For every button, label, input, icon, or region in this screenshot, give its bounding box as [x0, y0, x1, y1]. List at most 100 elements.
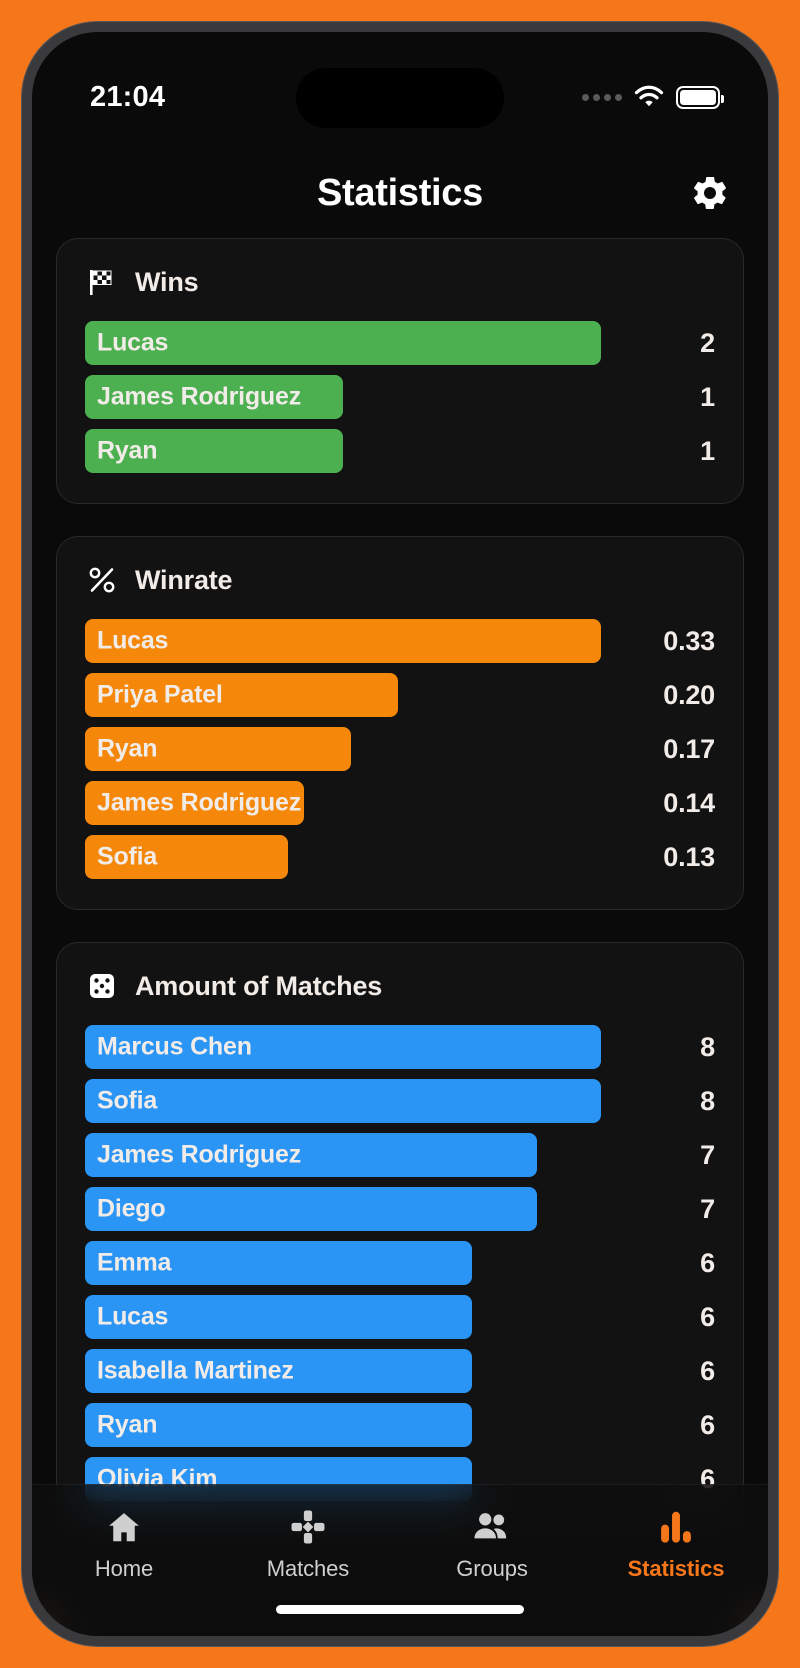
stat-row-name: James Rodriguez: [97, 788, 302, 817]
stat-row-name: Emma: [97, 1248, 172, 1277]
stat-row: James Rodriguez 7: [85, 1133, 715, 1177]
tab-statistics-label: Statistics: [627, 1556, 725, 1581]
stat-row: Lucas 0.33: [85, 619, 715, 663]
tab-groups-label: Groups: [456, 1556, 528, 1581]
stat-row-name: Marcus Chen: [97, 1032, 252, 1061]
stat-row: Ryan 6: [85, 1403, 715, 1447]
tab-groups[interactable]: Groups: [400, 1501, 584, 1636]
card-amount-of-matches-title: Amount of Matches: [135, 970, 383, 1001]
stat-bar-track: Isabella Martinez: [85, 1349, 601, 1393]
dice-icon: [85, 969, 119, 1003]
tab-home-label: Home: [94, 1556, 154, 1581]
stat-row-value: 2: [700, 327, 715, 358]
stat-bar-track: Marcus Chen: [85, 1025, 601, 1069]
stat-row: Ryan 1: [85, 429, 715, 473]
navigation-bar: Statistics: [32, 150, 768, 236]
card-wins-title: Wins: [135, 266, 199, 297]
stat-bar: [85, 727, 351, 771]
stat-row-value: 0.17: [663, 733, 715, 764]
card-wins: Wins Lucas 2 James Rodriguez 1 Ryan 1: [56, 238, 744, 504]
stat-bar-track: James Rodriguez: [85, 375, 601, 419]
stat-bar-track: James Rodriguez: [85, 781, 601, 825]
stat-bar-track: Ryan: [85, 727, 601, 771]
stat-row-value: 0.33: [663, 625, 715, 656]
stat-bar: [85, 1025, 601, 1069]
stat-bar: [85, 1403, 472, 1447]
stat-row: Marcus Chen 8: [85, 1025, 715, 1069]
tab-home[interactable]: Home: [32, 1501, 216, 1636]
signal-dots-icon: [582, 93, 622, 101]
page-title: Statistics: [317, 171, 483, 214]
amount-of-matches-rows: Marcus Chen 8 Sofia 8 James Rodriguez 7 Diego 7…: [85, 1025, 715, 1501]
stat-bar-track: Sofia: [85, 835, 601, 879]
stat-row-name: Diego: [97, 1194, 166, 1223]
stat-row: Sofia 0.13: [85, 835, 715, 879]
stat-row-name: James Rodriguez: [97, 1140, 302, 1169]
status-indicators: [582, 85, 724, 109]
stat-row-value: 6: [700, 1409, 715, 1440]
stat-bar: [85, 429, 343, 473]
stat-bar: [85, 1349, 472, 1393]
stat-row-value: 8: [700, 1031, 715, 1062]
wins-rows: Lucas 2 James Rodriguez 1 Ryan 1: [85, 321, 715, 473]
percent-icon: [85, 563, 119, 597]
stat-bar: [85, 1079, 601, 1123]
stat-row: Ryan 0.17: [85, 727, 715, 771]
stat-bar-track: Ryan: [85, 429, 601, 473]
stat-row-value: 6: [700, 1355, 715, 1386]
stat-row: James Rodriguez 1: [85, 375, 715, 419]
dpad-icon: [289, 1507, 327, 1547]
statistics-scroll-area[interactable]: Wins Lucas 2 James Rodriguez 1 Ryan 1: [32, 238, 768, 1636]
tab-statistics[interactable]: Statistics: [584, 1501, 768, 1636]
card-winrate-title: Winrate: [135, 564, 233, 595]
stat-bar: [85, 1295, 472, 1339]
winrate-rows: Lucas 0.33 Priya Patel 0.20 Ryan 0.17 James Ro…: [85, 619, 715, 879]
stat-bar: [85, 1187, 537, 1231]
stat-row-value: 6: [700, 1301, 715, 1332]
phone-screen: 21:04 Statistics: [32, 32, 768, 1636]
stat-row-value: 0.14: [663, 787, 715, 818]
status-time: 21:04: [90, 80, 166, 113]
dynamic-island: [296, 68, 504, 128]
stat-row: Isabella Martinez 6: [85, 1349, 715, 1393]
stat-bar-track: Ryan: [85, 1403, 601, 1447]
stat-row-value: 1: [700, 435, 715, 466]
checkered-flag-icon: [85, 265, 119, 299]
stat-bar: [85, 321, 601, 365]
card-winrate: Winrate Lucas 0.33 Priya Patel 0.20 Ryan 0.17…: [56, 536, 744, 910]
stat-bar-track: Sofia: [85, 1079, 601, 1123]
stat-bar-track: Emma: [85, 1241, 601, 1285]
battery-icon: [676, 85, 724, 109]
stat-bar: [85, 375, 343, 419]
stat-row-value: 7: [700, 1139, 715, 1170]
stat-row-name: Sofia: [97, 1086, 158, 1115]
wifi-icon: [634, 85, 664, 109]
stat-row-name: Lucas: [97, 1302, 169, 1331]
stat-bar: [85, 619, 601, 663]
stat-row-name: Ryan: [97, 1410, 158, 1439]
stat-row-value: 0.20: [663, 679, 715, 710]
stat-bar: [85, 835, 289, 879]
tab-matches[interactable]: Matches: [216, 1501, 400, 1636]
stat-bar: [85, 673, 398, 717]
stat-bar-track: Diego: [85, 1187, 601, 1231]
stat-bar-track: Lucas: [85, 1295, 601, 1339]
card-amount-of-matches-header: Amount of Matches: [85, 969, 715, 1003]
stat-row-value: 8: [700, 1085, 715, 1116]
stat-bar-track: Lucas: [85, 321, 601, 365]
card-winrate-header: Winrate: [85, 563, 715, 597]
stat-row: Priya Patel 0.20: [85, 673, 715, 717]
stat-row-value: 6: [700, 1247, 715, 1278]
stat-row: James Rodriguez 0.14: [85, 781, 715, 825]
stat-bar: [85, 781, 304, 825]
stat-row-name: Priya Patel: [97, 680, 223, 709]
stat-row-value: 1: [700, 381, 715, 412]
stat-row-value: 0.13: [663, 841, 715, 872]
card-wins-header: Wins: [85, 265, 715, 299]
stat-row: Lucas 6: [85, 1295, 715, 1339]
stat-row-name: Isabella Martinez: [97, 1356, 294, 1385]
gear-icon[interactable]: [688, 171, 732, 215]
stat-row-name: Sofia: [97, 842, 158, 871]
status-bar: 21:04: [32, 32, 768, 132]
home-indicator: [276, 1605, 524, 1614]
